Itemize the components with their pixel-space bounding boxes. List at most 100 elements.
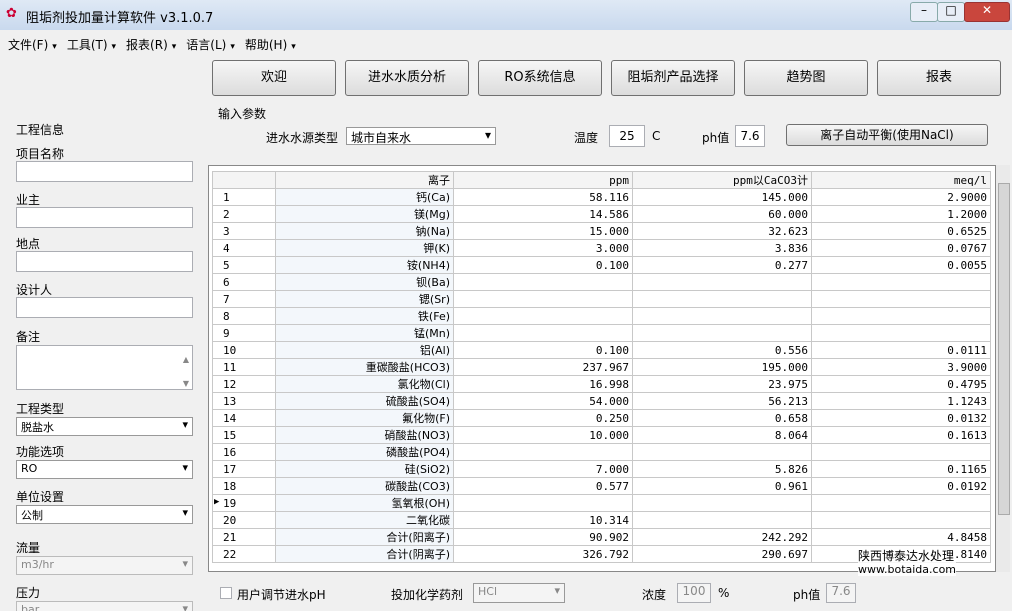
dropdown[interactable]: bar — [16, 601, 193, 611]
table-row[interactable]: 20 二氧化碳 10.314 — [212, 511, 991, 529]
conc-input[interactable]: 100 — [677, 583, 711, 603]
table-row[interactable]: 12 氯化物(Cl) 16.998 23.975 0.4795 — [212, 375, 991, 393]
table-row[interactable]: 21 合计(阳离子) 90.902 242.292 4.8458 — [212, 528, 991, 546]
maximize-button[interactable]: □ — [937, 2, 965, 22]
value-cell — [632, 443, 812, 461]
table-row[interactable]: 9 锰(Mn) — [212, 324, 991, 342]
tab-button[interactable]: 进水水质分析 — [345, 60, 469, 96]
menu-arrow: ▾ — [111, 42, 117, 52]
tab-button[interactable]: 欢迎 — [212, 60, 336, 96]
text-input[interactable] — [16, 207, 193, 228]
ph-input[interactable]: 7.6 — [735, 125, 765, 147]
dropdown[interactable]: 公制 — [16, 505, 193, 524]
tab-button[interactable]: RO系统信息 — [478, 60, 602, 96]
field-label: 业主 — [16, 193, 41, 207]
table-row[interactable]: 11 重碳酸盐(HCO3) 237.967 195.000 3.9000 — [212, 358, 991, 376]
temp-input[interactable]: 25 — [609, 125, 645, 147]
table-row[interactable]: 8 铁(Fe) — [212, 307, 991, 325]
ion-name: 铝(Al) — [275, 341, 454, 359]
table-row[interactable]: 18 碳酸盐(CO3) 0.577 0.961 0.0192 — [212, 477, 991, 495]
header-row: 离子 ppm ppm以CaCO3计 meq/l — [212, 171, 991, 189]
value-cell: 0.277 — [632, 256, 812, 274]
minimize-button[interactable]: – — [910, 2, 938, 22]
table-row[interactable]: 7 锶(Sr) — [212, 290, 991, 308]
row-indicator: ▶ — [214, 496, 220, 507]
value-cell: 145.000 — [632, 188, 812, 206]
checkbox[interactable] — [220, 587, 232, 599]
menu-item[interactable]: 语言(L) — [186, 38, 227, 52]
table-row[interactable]: 19 ▶ 氢氧根(OH) — [212, 494, 991, 512]
table-row[interactable]: 14 氟化物(F) 0.250 0.658 0.0132 — [212, 409, 991, 427]
label: 用户调节进水pH — [237, 588, 326, 602]
row-number: 17 — [212, 460, 276, 478]
table-row[interactable]: 15 硝酸盐(NO3) 10.000 8.064 0.1613 — [212, 426, 991, 444]
dropdown[interactable]: 脱盐水 — [16, 417, 193, 436]
value-cell — [632, 290, 812, 308]
row-number: 9 — [212, 324, 276, 342]
table-row[interactable]: 3 钠(Na) 15.000 32.623 0.6525 — [212, 222, 991, 240]
menu-item[interactable]: 报表(R) — [126, 38, 168, 52]
label: 温度 — [574, 131, 599, 145]
tab-button[interactable]: 报表 — [877, 60, 1001, 96]
dropdown[interactable]: m3/hr — [16, 556, 193, 575]
row-number: 2 — [212, 205, 276, 223]
ion-name: 合计(阳离子) — [275, 528, 454, 546]
ph-bottom-input[interactable]: 7.6 — [826, 583, 856, 603]
row-number: 19 ▶ — [212, 494, 276, 512]
value-cell — [811, 324, 991, 342]
scrollbar[interactable] — [996, 165, 1010, 572]
balance-button[interactable]: 离子自动平衡(使用NaCl) — [786, 124, 988, 146]
value-cell — [811, 307, 991, 325]
table-row[interactable]: 10 铝(Al) 0.100 0.556 0.0111 — [212, 341, 991, 359]
field-label: 单位设置 — [16, 490, 65, 504]
value-cell: 90.902 — [453, 528, 633, 546]
value-cell — [811, 494, 991, 512]
value-cell: 54.000 — [453, 392, 633, 410]
ion-name: 硫酸盐(SO4) — [275, 392, 454, 410]
value-cell: 0.1165 — [811, 460, 991, 478]
dropdown[interactable]: RO — [16, 460, 193, 479]
value-cell — [453, 443, 633, 461]
scroll-arrows: ▲ ▼ — [182, 355, 189, 388]
value-cell: 7.000 — [453, 460, 633, 478]
value-cell: 10.314 — [453, 511, 633, 529]
notes-input[interactable]: ▲ ▼ — [16, 345, 193, 390]
menu-item[interactable]: 工具(T) — [66, 38, 108, 52]
table-row[interactable]: 4 钾(K) 3.000 3.836 0.0767 — [212, 239, 991, 257]
row-number: 15 — [212, 426, 276, 444]
text-input[interactable] — [16, 251, 193, 272]
value-cell: 32.623 — [632, 222, 812, 240]
header-cell — [212, 171, 276, 189]
menu-item[interactable]: 文件(F) — [8, 38, 49, 52]
source-select[interactable]: 城市自来水 — [346, 127, 496, 145]
value-cell: 0.100 — [453, 341, 633, 359]
table-row[interactable]: 17 硅(SiO2) 7.000 5.826 0.1165 — [212, 460, 991, 478]
value-cell: 3.836 — [632, 239, 812, 257]
header-cell: ppm — [453, 171, 633, 189]
table-row[interactable]: 16 磷酸盐(PO4) — [212, 443, 991, 461]
text-input[interactable] — [16, 297, 193, 318]
menu-arrow: ▾ — [230, 42, 235, 52]
value-cell: 0.0192 — [811, 477, 991, 495]
text-input[interactable] — [16, 161, 193, 182]
tab-button[interactable]: 阻垢剂产品选择 — [611, 60, 735, 96]
table-row[interactable]: 2 镁(Mg) 14.586 60.000 1.2000 — [212, 205, 991, 223]
row-number: 12 — [212, 375, 276, 393]
table-row[interactable]: 6 钡(Ba) — [212, 273, 991, 291]
menu-item[interactable]: 帮助(H) — [244, 38, 288, 52]
tab-button[interactable]: 趋势图 — [744, 60, 868, 96]
ion-name: 硅(SiO2) — [275, 460, 454, 478]
table-row[interactable]: 13 硫酸盐(SO4) 54.000 56.213 1.1243 — [212, 392, 991, 410]
table-row[interactable]: 5 铵(NH4) 0.100 0.277 0.0055 — [212, 256, 991, 274]
table-row[interactable]: 1 钙(Ca) 58.116 145.000 2.9000 — [212, 188, 991, 206]
menu-arrow: ▾ — [291, 42, 296, 52]
close-button[interactable]: ✕ — [964, 2, 1010, 22]
row-number: 6 — [212, 273, 276, 291]
row-number: 14 — [212, 409, 276, 427]
label: % — [718, 586, 730, 600]
value-cell: 1.2000 — [811, 205, 991, 223]
value-cell: 0.961 — [632, 477, 812, 495]
ion-name: 铁(Fe) — [275, 307, 454, 325]
chemical-select[interactable]: HCl — [473, 583, 565, 603]
value-cell: 3.000 — [453, 239, 633, 257]
